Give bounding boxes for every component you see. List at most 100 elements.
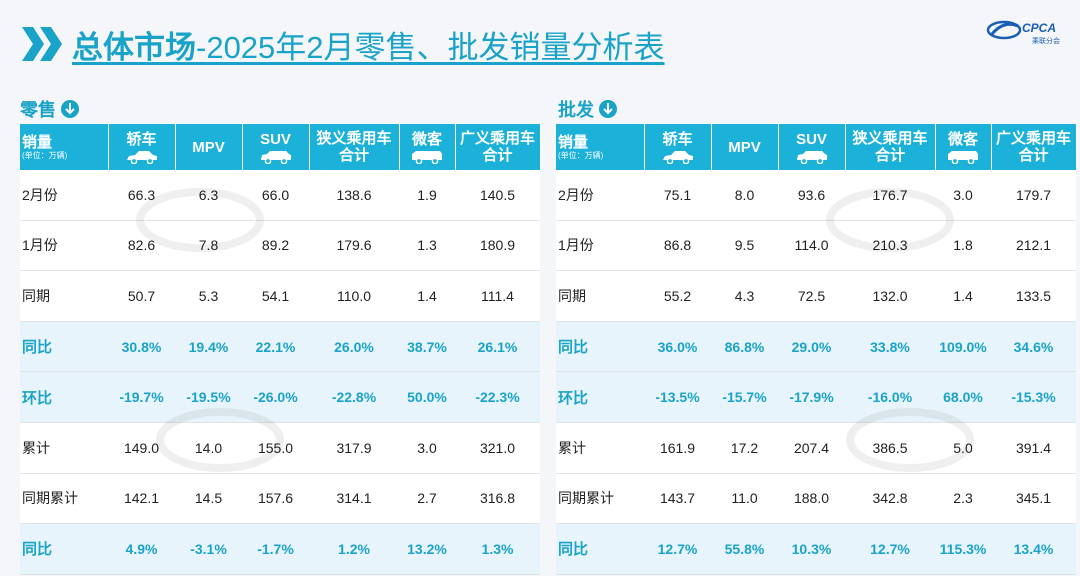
table-row: 同比 4.9% -3.1% -1.7% 1.2% 13.2% 1.3%	[20, 523, 540, 575]
table-row: 同比 30.8% 19.4% 22.1% 26.0% 38.7% 26.1%	[20, 321, 540, 373]
table-cell: 111.4	[455, 270, 540, 322]
table-cell: 157.6	[242, 473, 309, 525]
table-cell: 132.0	[845, 270, 935, 322]
page-title-rest: -2025年2月零售、批发销量分析表	[196, 29, 665, 65]
table-cell: 1.4	[935, 270, 991, 322]
suv-icon	[779, 150, 845, 164]
table-cell: 149.0	[108, 422, 175, 474]
row-label: 同比	[20, 523, 108, 575]
table-cell: 8.0	[711, 170, 778, 221]
table-cell: 26.0%	[309, 321, 399, 373]
column-header: 狭义乘用车 合计	[309, 124, 400, 170]
table-cell: 38.7%	[399, 321, 455, 373]
table-row: 环比 -19.7% -19.5% -26.0% -22.8% 50.0% -22.3%	[20, 371, 540, 423]
table-row: 同比 12.7% 55.8% 10.3% 12.7% 115.3% 13.4%	[556, 523, 1076, 575]
column-header: 微客	[935, 124, 992, 170]
sedan-icon	[109, 150, 175, 164]
table-cell: 12.7%	[845, 523, 935, 575]
table-cell: 55.8%	[711, 523, 778, 575]
row-label: 1月份	[556, 220, 644, 272]
row-label: 累计	[556, 422, 644, 474]
page-title-bold: 总体市场	[72, 29, 196, 65]
column-header: 广义乘用车 合计	[991, 124, 1077, 170]
table-cell: 13.2%	[399, 523, 455, 575]
table-cell: -16.0%	[845, 371, 935, 423]
column-header: MPV	[175, 124, 243, 170]
row-label: 同期累计	[20, 473, 108, 525]
column-header-text: 合计	[874, 147, 905, 164]
column-header-text: 微客	[411, 130, 442, 148]
row-label: 环比	[556, 371, 644, 423]
table-cell: 1.3	[399, 220, 455, 272]
table-cell: 66.3	[108, 170, 175, 221]
column-header-text: 轿车	[126, 130, 157, 148]
row-label: 同比	[556, 523, 644, 575]
column-header: SUV	[778, 124, 846, 170]
table-cell: 5.3	[175, 270, 242, 322]
table-header-row: 销量 (单位：万辆) 轿车 MPV SUV 狭义乘用车 合计 微客 广义乘用车 合计	[20, 124, 541, 170]
table-cell: 72.5	[778, 270, 845, 322]
table-cell: 68.0%	[935, 371, 991, 423]
table-cell: -15.7%	[711, 371, 778, 423]
table-cell: 207.4	[778, 422, 845, 474]
table-cell: 142.1	[108, 473, 175, 525]
table-cell: 109.0%	[935, 321, 991, 373]
table-cell: 11.0	[711, 473, 778, 525]
table-cell: 2.3	[935, 473, 991, 525]
column-header: SUV	[242, 124, 310, 170]
table-cell: 89.2	[242, 220, 309, 272]
column-header-text: MPV	[728, 138, 761, 156]
table-cell: 140.5	[455, 170, 540, 221]
column-header-text: MPV	[192, 138, 225, 156]
table-row: 同比 36.0% 86.8% 29.0% 33.8% 109.0% 34.6%	[556, 321, 1076, 373]
column-header: 广义乘用车 合计	[455, 124, 541, 170]
table-cell: 1.8	[935, 220, 991, 272]
table-cell: 1.3%	[455, 523, 540, 575]
header-label: 销量	[22, 133, 53, 151]
column-header: 微客	[399, 124, 456, 170]
table-cell: 55.2	[644, 270, 711, 322]
table-cell: 34.6%	[991, 321, 1076, 373]
row-label: 同期	[20, 270, 108, 322]
row-label: 2月份	[556, 170, 644, 221]
table-cell: 1.9	[399, 170, 455, 221]
table-cell: 176.7	[845, 170, 935, 221]
table-cell: 4.9%	[108, 523, 175, 575]
row-label: 同期	[556, 270, 644, 322]
table-cell: 82.6	[108, 220, 175, 272]
column-header-text: 广义乘用车	[459, 130, 535, 147]
column-header-text: 合计	[482, 147, 513, 164]
table-cell: 75.1	[644, 170, 711, 221]
table-cell: -17.9%	[778, 371, 845, 423]
table-cell: 14.0	[175, 422, 242, 474]
table-cell: 317.9	[309, 422, 399, 474]
table-cell: 93.6	[778, 170, 845, 221]
row-label: 同比	[20, 321, 108, 373]
wholesale-section-label: 批发	[558, 96, 618, 122]
table-cell: -1.7%	[242, 523, 309, 575]
table-cell: 321.0	[455, 422, 540, 474]
sedan-icon	[645, 150, 711, 164]
download-circle-icon	[599, 100, 617, 118]
table-cell: 66.0	[242, 170, 309, 221]
column-header-text: 狭义乘用车	[852, 130, 928, 147]
table-cell: 9.5	[711, 220, 778, 272]
table-cell: 138.6	[309, 170, 399, 221]
column-header-text: 合计	[1018, 147, 1049, 164]
table-row: 同期累计 142.1 14.5 157.6 314.1 2.7 316.8	[20, 473, 540, 525]
column-header-text: 轿车	[662, 130, 693, 148]
table-cell: -26.0%	[242, 371, 309, 423]
table-cell: 114.0	[778, 220, 845, 272]
table-cell: 10.3%	[778, 523, 845, 575]
title-bar: 总体市场-2025年2月零售、批发销量分析表	[22, 22, 665, 66]
row-label: 同期累计	[556, 473, 644, 525]
table-cell: 188.0	[778, 473, 845, 525]
column-header: MPV	[711, 124, 779, 170]
van-icon	[400, 150, 455, 164]
page-title: 总体市场-2025年2月零售、批发销量分析表	[72, 22, 665, 67]
table-row: 同期累计 143.7 11.0 188.0 342.8 2.3 345.1	[556, 473, 1076, 525]
table-row: 同期 55.2 4.3 72.5 132.0 1.4 133.5	[556, 270, 1076, 322]
table-cell: 391.4	[991, 422, 1076, 474]
column-header: 狭义乘用车 合计	[845, 124, 936, 170]
column-header-text: 广义乘用车	[995, 130, 1071, 147]
